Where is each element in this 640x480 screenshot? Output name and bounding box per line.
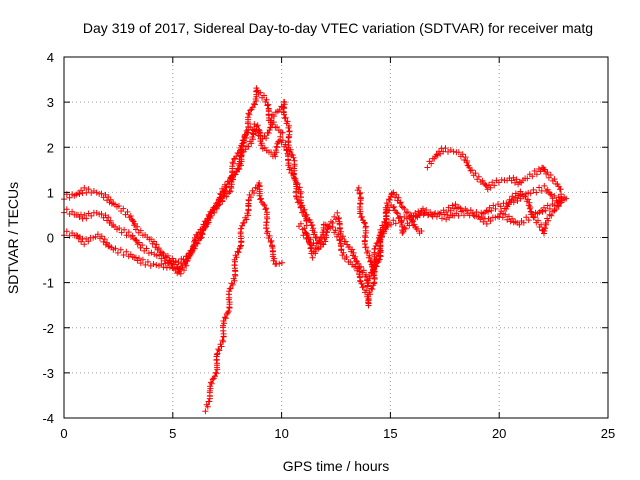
tick-layer: 0 5 10 15 20 25 -4 -3 -2 -1 0 1 2 3 4: [42, 50, 615, 441]
chart-title: Day 319 of 2017, Sidereal Day-to-day VTE…: [83, 20, 593, 36]
series-arc-d: [202, 180, 285, 415]
grid-layer: [64, 57, 608, 418]
x-tick-label: 0: [60, 426, 67, 441]
data-layer: [61, 85, 570, 415]
series-markers: [300, 194, 570, 290]
y-tick-label: 0: [47, 231, 54, 246]
y-tick-label: 1: [47, 185, 54, 200]
series-arc-e: [296, 182, 567, 309]
y-tick-label: 4: [47, 50, 54, 65]
y-tick-label: -2: [42, 321, 54, 336]
x-tick-label: 10: [274, 426, 288, 441]
y-tick-label: -3: [42, 366, 54, 381]
y-axis-label: SDTVAR / TECUs: [5, 182, 21, 294]
x-tick-label: 15: [383, 426, 397, 441]
x-tick-label: 20: [492, 426, 506, 441]
series-markers: [496, 188, 565, 237]
series-arc-g: [424, 145, 565, 198]
series-markers: [354, 184, 425, 279]
x-tick-label: 25: [601, 426, 615, 441]
x-axis-label: GPS time / hours: [283, 458, 390, 474]
series-markers: [296, 182, 567, 309]
y-tick-label: -1: [42, 276, 54, 291]
x-tick-label: 5: [169, 426, 176, 441]
y-tick-label: -4: [42, 411, 54, 426]
series-markers: [202, 180, 285, 415]
series-arc-f: [300, 194, 570, 290]
y-tick-label: 3: [47, 95, 54, 110]
series-arc-h: [496, 188, 565, 237]
series-markers: [424, 145, 565, 198]
series-arc-i: [354, 184, 425, 279]
y-tick-label: 2: [47, 140, 54, 155]
